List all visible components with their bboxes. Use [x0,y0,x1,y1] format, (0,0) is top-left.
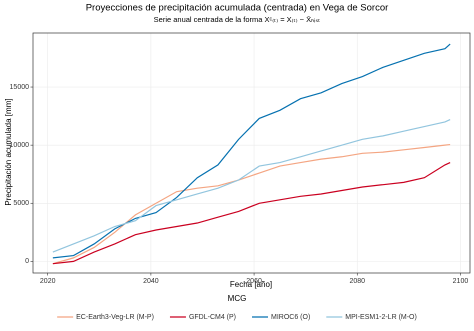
legend-label: MIROC6 (O) [271,314,310,321]
x-tick-label: 2060 [246,278,262,285]
y-tick-label: 5000 [13,200,29,207]
x-tick-label: 2080 [349,278,365,285]
y-tick-label: 15000 [10,84,30,91]
series-line [52,143,451,265]
chart-title: Proyecciones de precipitación acumulada … [86,3,389,14]
legend-label: GFDL-CM4 (P) [189,314,236,321]
legend-label: MPI-ESM1-2-LR (M-O) [345,314,417,321]
series-line [52,119,451,253]
x-tick-label: 2100 [453,278,469,285]
legend-label: EC-Earth3-Veg-LR (M-P) [76,314,154,321]
x-tick-label: 2040 [143,278,159,285]
series-line [52,162,451,265]
x-axis-label: Fecha [año] [230,280,272,289]
y-axis-label: Precipitación acumulada [mm] [4,98,13,205]
plot-background [33,33,470,273]
x-tick-label: 2020 [40,278,56,285]
y-tick-label: 0 [25,258,29,265]
chart-subtitle: Serie anual centrada de la forma Xᶜ₍ₜ₎ =… [154,15,321,24]
plot-border [32,32,471,274]
y-tick-label: 10000 [10,142,30,149]
series-line [52,43,451,259]
legend-title: MCG [228,294,247,303]
